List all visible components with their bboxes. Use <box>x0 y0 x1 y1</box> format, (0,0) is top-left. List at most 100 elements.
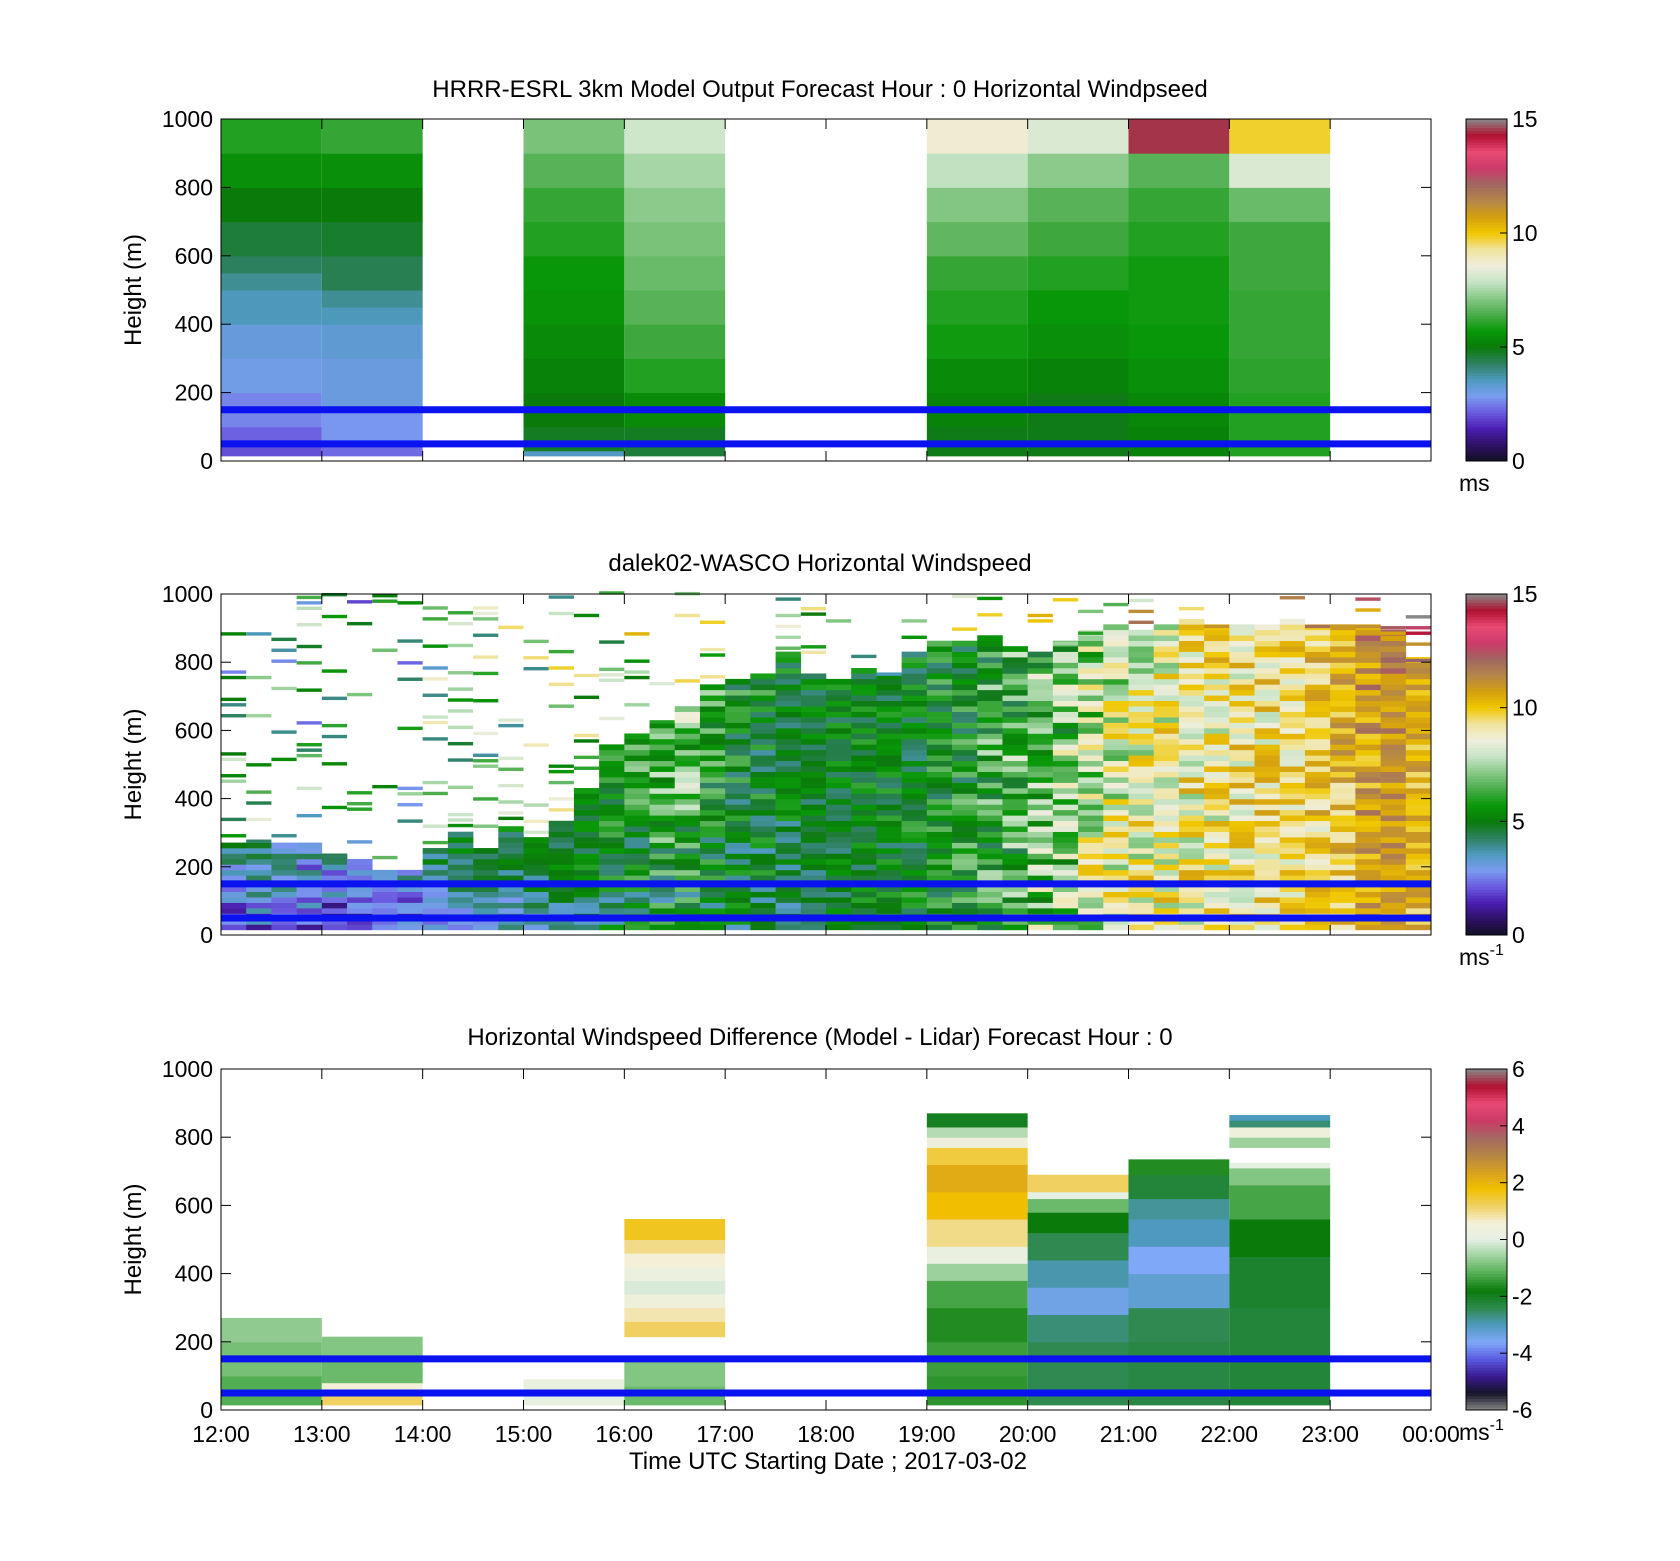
range-gate-cell <box>800 744 827 751</box>
range-gate-cell <box>826 798 852 805</box>
range-gate-cell <box>1405 706 1432 712</box>
range-gate-cell <box>599 891 625 898</box>
range-gate-cell <box>1279 826 1306 832</box>
range-gate-cell <box>1103 908 1129 914</box>
range-gate-cell <box>1204 864 1230 871</box>
range-gate-cell <box>1078 891 1104 898</box>
range-gate-cell <box>699 831 726 838</box>
colorbar-segment <box>1466 270 1507 274</box>
range-gate-cell <box>1002 848 1028 854</box>
range-gate-cell <box>347 802 373 806</box>
range-gate-cell <box>775 689 802 696</box>
colorbar-segment <box>1466 252 1507 257</box>
range-gate-cell <box>1178 782 1205 789</box>
colorbar-segment <box>1466 213 1507 217</box>
range-gate-cell <box>498 853 524 860</box>
range-gate-cell <box>1204 624 1230 629</box>
range-gate-cell <box>1103 667 1129 674</box>
colorbar-segment <box>1466 227 1507 231</box>
range-gate-cell <box>1078 858 1104 865</box>
range-gate-cell <box>1254 766 1281 772</box>
colorbar-segment <box>1466 653 1507 658</box>
range-gate-cell <box>1204 662 1230 669</box>
range-gate-cell <box>952 667 978 674</box>
range-gate-cell <box>1027 662 1054 669</box>
range-gate-cell <box>573 804 600 811</box>
range-gate-cell <box>1355 646 1381 652</box>
range-gate-cell <box>498 816 524 821</box>
range-gate-cell <box>498 826 524 832</box>
range-gate-cell <box>1153 640 1180 647</box>
range-gate-cell <box>800 897 827 903</box>
range-gate-cell <box>422 902 449 909</box>
range-gate-cell <box>725 689 751 696</box>
colorbar-segment <box>1466 1094 1507 1098</box>
colorbar-segment <box>1466 153 1507 157</box>
range-gate-cell <box>775 733 802 740</box>
range-gate-cell <box>1002 760 1028 767</box>
range-gate-cell <box>901 809 928 816</box>
range-gate-cell <box>901 826 928 832</box>
range-gate-cell <box>952 891 978 898</box>
range-gate-cell <box>826 848 852 854</box>
range-gate-cell <box>1153 809 1180 816</box>
range-gate-cell <box>1204 809 1230 816</box>
range-gate-cell <box>1229 678 1255 685</box>
range-gate-cell <box>1279 886 1306 892</box>
range-gate-cell <box>1279 629 1306 636</box>
range-gate-cell <box>1128 609 1154 614</box>
range-gate-cell <box>876 760 902 767</box>
range-gate-cell <box>624 864 650 871</box>
range-gate-cell <box>1178 891 1205 898</box>
range-gate-cell <box>800 645 826 649</box>
range-gate-cell <box>246 675 272 680</box>
range-gate-cell <box>699 722 726 729</box>
colorbar-segment <box>1466 455 1507 459</box>
colorbar-segment <box>1466 744 1507 748</box>
range-gate-cell <box>1204 924 1230 931</box>
range-gate-cell <box>674 613 700 618</box>
range-gate-cell <box>1128 924 1155 931</box>
range-gate-cell <box>1355 820 1381 827</box>
range-gate-cell <box>851 749 877 756</box>
range-gate-cell <box>1380 842 1407 849</box>
range-gate-cell <box>901 684 928 691</box>
colorbar-segment <box>1466 1162 1507 1167</box>
colorbar-tick-label: 0 <box>1512 1227 1525 1253</box>
range-gate-cell <box>1052 755 1079 762</box>
range-gate-cell <box>725 695 751 702</box>
range-gate-cell <box>1002 809 1028 816</box>
range-gate-cell <box>1128 815 1155 822</box>
range-gate-cell <box>498 864 524 871</box>
colorbar-segment <box>1466 378 1507 382</box>
range-gate-cell <box>548 769 574 774</box>
range-gate-cell <box>699 902 726 909</box>
heatmap-cell <box>1027 187 1129 223</box>
colorbar-segment <box>1466 707 1507 712</box>
colorbar-segment <box>1466 1199 1507 1204</box>
range-gate-cell <box>422 720 448 725</box>
range-gate-cell <box>826 864 852 871</box>
range-gate-cell <box>901 749 928 756</box>
colorbar-segment <box>1466 324 1507 328</box>
range-gate-cell <box>1204 760 1230 767</box>
range-gate-cell <box>826 908 852 914</box>
range-gate-cell <box>1304 820 1331 827</box>
heatmap-cell <box>1027 153 1129 188</box>
range-gate-cell <box>1128 771 1155 778</box>
range-gate-cell <box>1027 722 1054 729</box>
range-gate-cell <box>473 897 499 903</box>
range-gate-cell <box>699 908 726 914</box>
colorbar-segment <box>1466 787 1507 791</box>
colorbar-segment <box>1466 1404 1507 1408</box>
range-gate-cell <box>1355 651 1381 658</box>
range-gate-cell <box>1078 667 1104 674</box>
colorbar-tick-label: -4 <box>1512 1340 1533 1366</box>
range-gate-cell <box>699 744 726 751</box>
x-tick-label: 16:00 <box>596 1421 654 1447</box>
range-gate-cell <box>649 738 676 745</box>
range-gate-cell <box>1027 798 1054 805</box>
range-gate-cell <box>1330 678 1356 685</box>
heatmap-cell <box>221 221 322 257</box>
range-gate-cell <box>1153 820 1180 827</box>
